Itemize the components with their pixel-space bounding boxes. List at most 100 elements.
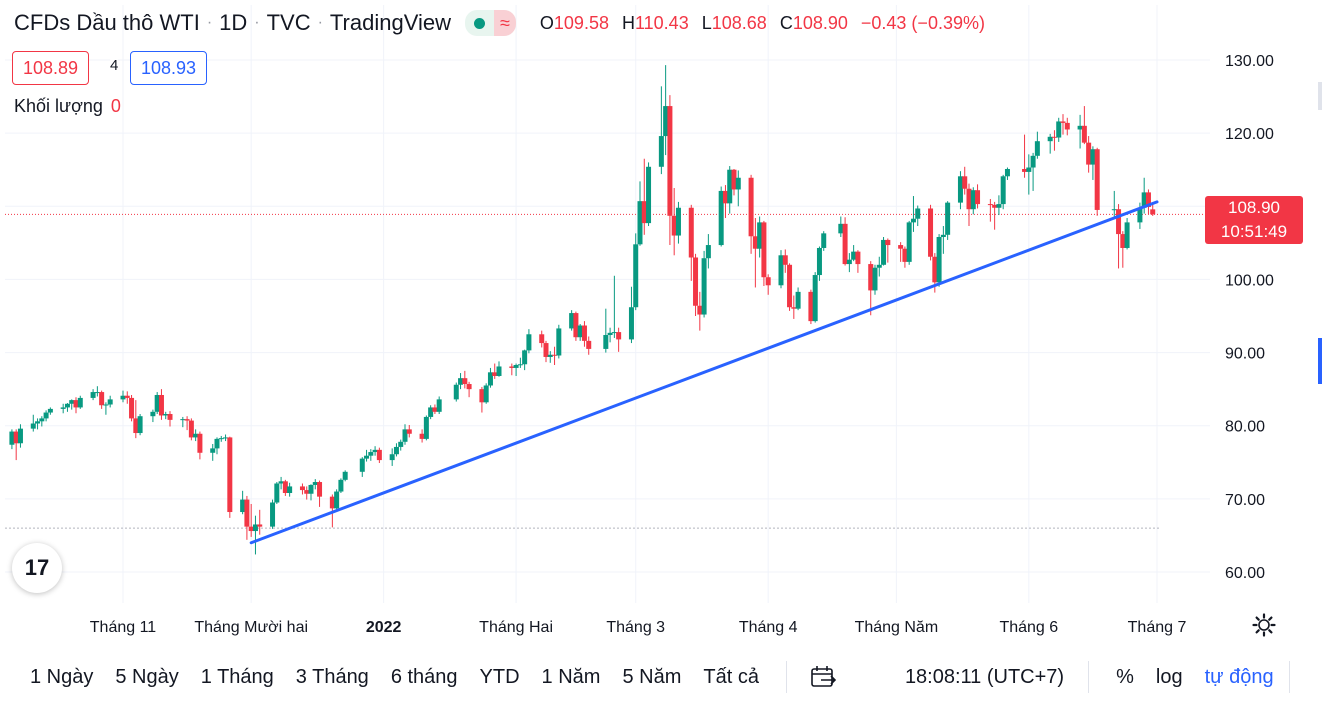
last-price-label: 108.90 10:51:49 xyxy=(1205,196,1303,244)
range-ytd-button[interactable]: YTD xyxy=(479,665,520,688)
candle xyxy=(1116,204,1122,269)
candle xyxy=(611,275,617,338)
candle-body xyxy=(1141,192,1147,208)
candle-body xyxy=(616,332,622,340)
range-5y-button[interactable]: 5 Năm xyxy=(622,665,682,688)
candle-body xyxy=(876,264,882,268)
candle-body xyxy=(663,106,669,137)
interval-label[interactable]: 1D xyxy=(219,10,248,35)
candle xyxy=(910,196,916,232)
open-value: 109.58 xyxy=(553,12,609,33)
sell-price-button[interactable]: 108.89 xyxy=(12,51,90,85)
percent-scale-toggle[interactable]: % xyxy=(1116,665,1134,688)
timezone-clock[interactable]: 18:08:11 (UTC+7) xyxy=(904,665,1065,688)
candle xyxy=(957,171,963,210)
candle xyxy=(252,515,258,555)
symbol-header: CFDs Dầu thô WTI · 1D · TVC · TradingVie… xyxy=(14,10,993,36)
candle-body xyxy=(1060,121,1066,123)
range-1y-button[interactable]: 1 Năm xyxy=(541,665,601,688)
range-1m-button[interactable]: 1 Tháng xyxy=(200,665,274,688)
time-axis[interactable]: Tháng 11 Tháng Mười hai 2022 Tháng Hai Tháng… xyxy=(90,619,1187,636)
candle xyxy=(731,168,737,196)
chart-pane[interactable]: 130.00120.00110.00100.0090.0080.0070.006… xyxy=(5,5,1315,645)
candle-body xyxy=(928,208,934,257)
candle xyxy=(133,400,139,439)
candle xyxy=(787,263,793,311)
range-all-button[interactable]: Tất cả xyxy=(703,665,759,688)
log-scale-toggle[interactable]: log xyxy=(1155,665,1183,688)
candle-body xyxy=(513,365,519,368)
candle-body xyxy=(496,366,502,376)
candle-body xyxy=(184,419,190,421)
candle-body xyxy=(851,251,857,260)
candle-body xyxy=(129,397,135,419)
candle xyxy=(492,363,498,379)
candle xyxy=(812,272,818,323)
price-scale-handle[interactable] xyxy=(1318,338,1322,384)
go-to-date-icon[interactable] xyxy=(809,664,837,690)
candle-body xyxy=(906,222,912,262)
candle-body xyxy=(872,267,878,291)
candle xyxy=(881,237,887,266)
candle xyxy=(1064,117,1070,136)
chart-grid xyxy=(5,5,1210,603)
candle-body xyxy=(120,395,126,400)
candle xyxy=(1047,133,1053,154)
price-chart[interactable]: 130.00120.00110.00100.0090.0080.0070.006… xyxy=(5,5,1315,645)
candle xyxy=(898,242,904,262)
candle-body xyxy=(641,201,647,224)
candle xyxy=(317,480,323,507)
range-3m-button[interactable]: 3 Tháng xyxy=(295,665,369,688)
wave-icon[interactable]: ≈ xyxy=(494,10,516,36)
settings-gear-icon[interactable] xyxy=(1251,612,1277,638)
candle xyxy=(577,324,583,341)
candle-body xyxy=(398,441,404,447)
candle-body xyxy=(509,366,515,368)
candle xyxy=(671,188,677,256)
candle xyxy=(154,392,160,415)
candle-body xyxy=(761,222,767,278)
candle xyxy=(180,416,186,428)
candle xyxy=(569,310,575,331)
candle-body xyxy=(1150,209,1156,215)
candle-body xyxy=(90,392,96,398)
price-axis[interactable]: 130.00120.00110.00100.0090.0080.0070.006… xyxy=(1225,53,1274,582)
candle xyxy=(906,220,912,265)
buy-price-button[interactable]: 108.93 xyxy=(130,51,208,85)
candle-body xyxy=(483,385,489,403)
candle-body xyxy=(517,364,523,366)
candle-body xyxy=(658,136,664,167)
candle xyxy=(735,170,741,207)
candle-body xyxy=(932,256,938,283)
range-1d-button[interactable]: 1 Ngày xyxy=(30,665,94,688)
candle xyxy=(838,216,844,238)
auto-scale-toggle[interactable]: tự động xyxy=(1204,665,1274,688)
candle-body xyxy=(240,499,246,513)
candle-body xyxy=(812,275,818,322)
candle xyxy=(808,289,814,325)
range-5d-button[interactable]: 5 Ngày xyxy=(115,665,179,688)
candle-body xyxy=(368,452,374,456)
candle-body xyxy=(133,418,139,434)
candle xyxy=(846,253,852,273)
candle xyxy=(697,291,703,331)
candle-body xyxy=(1137,207,1143,223)
market-status-pill[interactable]: ≈ xyxy=(465,10,516,36)
candle-body xyxy=(765,277,771,286)
trendline-layer[interactable] xyxy=(249,200,1159,545)
candle-body xyxy=(124,395,130,398)
candle-body xyxy=(274,483,280,503)
scroll-handle[interactable] xyxy=(1318,82,1322,110)
candle-body xyxy=(188,420,194,438)
candle xyxy=(90,389,96,401)
candle xyxy=(1034,131,1040,159)
volume-legend[interactable]: Khối lượng 0 xyxy=(14,96,121,117)
header-separator: · xyxy=(206,14,213,31)
symbol-name[interactable]: CFDs Dầu thô WTI xyxy=(14,10,200,35)
candle-body xyxy=(628,307,634,340)
candle xyxy=(402,424,408,445)
candle-body xyxy=(637,201,643,245)
range-6m-button[interactable]: 6 tháng xyxy=(390,665,458,688)
tradingview-logo-icon[interactable]: 17 xyxy=(12,543,62,593)
candle xyxy=(992,201,998,230)
